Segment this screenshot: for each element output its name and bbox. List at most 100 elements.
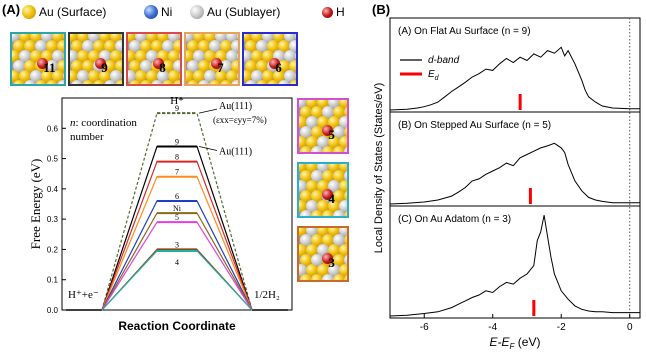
au-surface-atom bbox=[295, 70, 296, 82]
au-surface-atom bbox=[311, 234, 323, 246]
coordination-number-label: 3 bbox=[328, 255, 335, 271]
au-surface-atom bbox=[299, 164, 307, 172]
annotation-arrow bbox=[198, 108, 218, 114]
au-surface-atom bbox=[151, 40, 163, 52]
au-surface-atom bbox=[333, 146, 345, 152]
au-surface-atom bbox=[256, 80, 268, 84]
au-sublayer-atom bbox=[110, 70, 122, 82]
series-line-8 bbox=[101, 160, 253, 311]
au-surface-atom bbox=[317, 100, 329, 108]
au-surface-atom bbox=[311, 210, 323, 216]
au-surface-atom bbox=[215, 70, 227, 82]
au-surface-atom bbox=[262, 70, 274, 82]
au-sublayer-atom bbox=[151, 80, 163, 84]
au-surface-atom bbox=[12, 70, 20, 82]
au-sublayer-atom bbox=[306, 200, 318, 212]
au-surface-atom bbox=[344, 274, 347, 280]
series-label: 4 bbox=[175, 258, 179, 267]
structure-tile-n6: 6 bbox=[242, 32, 298, 86]
au-sublayer-atom bbox=[186, 34, 194, 42]
au-sublayer-atom bbox=[295, 50, 296, 62]
au-surface-atom bbox=[226, 70, 238, 82]
au-sublayer-atom bbox=[168, 34, 180, 42]
au-surface-atom bbox=[306, 244, 318, 256]
au-surface-atom bbox=[231, 60, 238, 72]
au-surface-atom bbox=[339, 100, 347, 108]
atom-legend: Au (Surface) Ni Au (Sublayer) H bbox=[22, 4, 377, 22]
au-surface-atom bbox=[299, 228, 307, 236]
y-tick-label: 0.3 bbox=[47, 215, 59, 224]
au-surface-atom bbox=[328, 164, 340, 172]
au-surface-atom bbox=[24, 40, 36, 52]
structure-tile-n4: 4 bbox=[297, 162, 349, 218]
au-sublayer-atom bbox=[231, 40, 238, 52]
au-surface-atom bbox=[46, 80, 58, 84]
au-sublayer-atom bbox=[209, 40, 221, 52]
au-surface-atom bbox=[186, 50, 194, 62]
au-surface-atom bbox=[115, 80, 122, 84]
au-surface-atom bbox=[322, 234, 334, 246]
au-surface-atom bbox=[129, 80, 141, 84]
au-sublayer-atom bbox=[333, 126, 345, 138]
au-sublayer-atom bbox=[237, 70, 238, 82]
au-surface-atom bbox=[306, 164, 318, 172]
au-sublayer-atom bbox=[63, 70, 64, 82]
legend-dband-label: d-band bbox=[428, 55, 460, 66]
au-surface-atom bbox=[339, 164, 347, 172]
au-sublayer-atom bbox=[71, 80, 83, 84]
plot-frame bbox=[61, 97, 293, 311]
h-atom bbox=[322, 125, 334, 137]
au-surface-atom bbox=[333, 190, 345, 202]
au-sublayer-atom bbox=[162, 40, 174, 52]
au-surface-atom bbox=[70, 70, 78, 82]
au-surface-atom bbox=[30, 34, 42, 42]
au-sublayer-atom bbox=[237, 50, 238, 62]
au-surface-atom bbox=[104, 40, 116, 52]
au-sublayer-atom bbox=[317, 244, 329, 256]
au-surface-atom bbox=[198, 40, 210, 52]
au-surface-atom bbox=[168, 70, 180, 82]
series-label: 5 bbox=[175, 213, 179, 222]
dos-y-axis-label: Local Density of States (States/eV) bbox=[373, 83, 385, 254]
au-sublayer-atom bbox=[300, 210, 312, 216]
au-sublayer-atom bbox=[299, 100, 307, 108]
coordination-annotation-rest: : coordination bbox=[76, 117, 138, 129]
au-surface-atom bbox=[278, 60, 290, 72]
x-tick-label: -6 bbox=[420, 322, 429, 333]
au-surface-atom bbox=[71, 60, 83, 72]
au-surface-atom bbox=[82, 60, 94, 72]
au-surface-atom bbox=[300, 106, 312, 118]
au-surface-atom bbox=[121, 70, 122, 82]
initial-state-label: H⁺+e⁻ bbox=[68, 289, 99, 301]
panel-a-label: (A) bbox=[2, 2, 21, 17]
dos-x-axis-label-main: E-E bbox=[490, 335, 511, 349]
au-surface-atom bbox=[300, 254, 312, 266]
au-surface-atom bbox=[339, 244, 347, 256]
au-sublayer-atom bbox=[333, 234, 345, 246]
x-tick-label: -2 bbox=[557, 322, 566, 333]
au-sublayer-atom bbox=[339, 200, 347, 212]
au-sublayer-atom bbox=[24, 80, 36, 84]
au-surface-atom bbox=[77, 50, 89, 62]
au-surface-atom bbox=[299, 136, 307, 148]
dos-subplot-title: (A) On Flat Au Surface (n = 9) bbox=[398, 26, 531, 37]
au-surface-atom bbox=[146, 70, 158, 82]
dband-curve bbox=[389, 142, 640, 205]
h-atom bbox=[322, 189, 334, 201]
structure-tile-n5: 5 bbox=[297, 98, 349, 154]
au-sublayer-atom bbox=[244, 50, 252, 62]
au-surface-atom bbox=[273, 70, 285, 82]
au-surface-atom bbox=[93, 80, 105, 84]
au-surface-atom bbox=[115, 60, 122, 72]
h-atom bbox=[269, 58, 281, 70]
au-sublayer-atom bbox=[295, 34, 296, 42]
au-surface-atom bbox=[209, 80, 221, 84]
au-surface-atom bbox=[198, 60, 210, 72]
au-surface-atom bbox=[168, 50, 180, 62]
h-atom bbox=[322, 253, 334, 265]
au-surface-atom bbox=[300, 274, 312, 280]
au-surface-atom bbox=[289, 80, 296, 84]
au-sublayer-atom bbox=[135, 34, 147, 42]
au-sublayer-atom bbox=[115, 40, 122, 52]
au-surface-atom bbox=[339, 264, 347, 276]
